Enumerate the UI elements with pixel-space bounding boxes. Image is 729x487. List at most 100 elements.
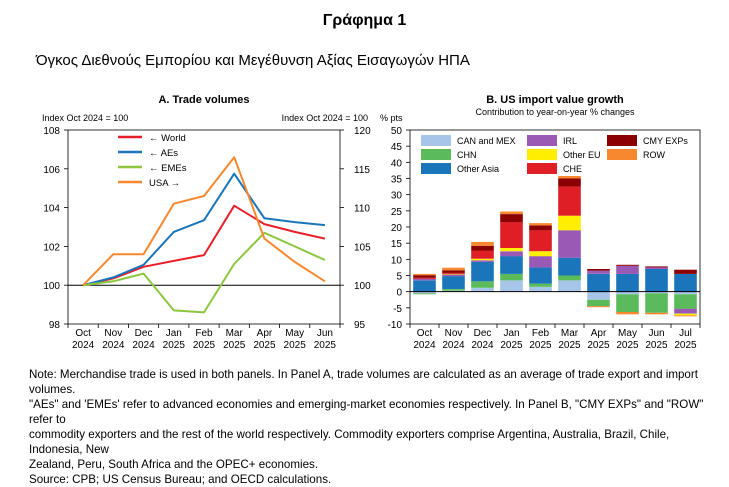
panel-b-bar-segment <box>674 313 697 316</box>
panel-b-x-tick-label: 2025 <box>645 340 668 351</box>
panel-b-bar-segment <box>500 248 523 252</box>
panel-b-bar-segment <box>558 215 581 231</box>
panel-b-y-tick-label: 35 <box>391 175 403 186</box>
panel-b-bar-segment <box>471 241 494 246</box>
panel-a-x-tick-label: Nov <box>104 328 122 339</box>
panel-b-bar-segment <box>558 257 581 276</box>
panel-b-bar-segment <box>529 251 552 257</box>
panel-a-x-tick-label: May <box>285 328 304 339</box>
panel-b-bar-segment <box>529 256 552 268</box>
panel-b-bar-segment <box>587 270 610 274</box>
panel-b-legend-label: CHN <box>457 150 477 160</box>
panel-b-legend-swatch <box>527 163 557 174</box>
panel-b-title: B. US import value growth <box>486 94 624 106</box>
panel-b-bar-segment <box>529 230 552 252</box>
panel-b-bar-segment <box>587 299 610 307</box>
panel-b-bar-segment <box>413 280 436 292</box>
panel-b-bar-segment <box>471 245 494 251</box>
panel-b-y-tick-label: 25 <box>391 207 403 218</box>
panel-b-bar-segment <box>616 273 639 292</box>
panel-b-bar-segment <box>413 293 436 295</box>
panel-a-x-tick-label: 2025 <box>284 340 307 351</box>
panel-b-y-tick-label: 0 <box>396 288 402 299</box>
panel-b-x-tick-label: 2025 <box>674 340 697 351</box>
panel-a-series-line <box>82 231 326 314</box>
panel-b-x-tick-label: Mar <box>561 328 579 339</box>
panel-b-x-tick-label: Dec <box>474 328 492 339</box>
panel-b-bar-segment <box>500 251 523 257</box>
panel-b-bar-segment <box>616 291 639 295</box>
panel-a-legend-label: USA → <box>149 178 180 189</box>
panel-b-bar-segment <box>558 178 581 187</box>
panel-b-bar-segment <box>500 211 523 215</box>
panel-a-x-tick-label: 2025 <box>223 340 246 351</box>
panel-b-bar-segment <box>500 256 523 274</box>
panel-a-x-tick-label: Dec <box>135 328 153 339</box>
note-line: Note: Merchandise trade is used in both … <box>29 368 698 396</box>
figure-title: Γράφημα 1 <box>322 12 407 29</box>
panel-b-x-tick-label: Feb <box>532 328 550 339</box>
panel-b-x-tick-label: 2024 <box>442 340 465 351</box>
panel-b-bar-segment <box>442 289 465 291</box>
panel-a-x-tick-label: 2025 <box>193 340 216 351</box>
note-line: "AEs" and 'EMEs' refer to advanced econo… <box>29 398 704 426</box>
panel-b-bar-segment <box>645 267 668 269</box>
panel-a-right-axis-label: Index Oct 2024 = 100 <box>282 113 368 123</box>
note-line: Zealand, Peru, South Africa and the OPEC… <box>29 458 319 471</box>
panel-b-bar-segment <box>674 291 697 295</box>
panel-a-left-tick-label: 98 <box>49 320 61 331</box>
panel-a-legend-label: ← EMEs <box>149 163 187 174</box>
panel-b-legend-label: ROW <box>643 150 666 160</box>
panel-b-y-tick-label: 5 <box>396 272 402 283</box>
panel-b-bar-segment <box>645 269 668 292</box>
panel-b-y-tick-label: 10 <box>391 255 403 266</box>
figure-subtitle: Όγκος Διεθνούς Εμπορίου και Μεγέθυνση Αξ… <box>36 52 470 69</box>
panel-a-x-tick-label: Apr <box>257 328 273 339</box>
panel-a-x-tick-label: Jan <box>166 328 182 339</box>
panel-b-bar-segment <box>529 267 552 284</box>
panel-b-bar-segment <box>616 264 639 266</box>
panel-b-y-tick-label: 30 <box>391 191 403 202</box>
panel-a-right-tick-label: 115 <box>354 165 370 176</box>
panel-b-bar-segment <box>442 276 465 289</box>
panel-a-left-tick-label: 108 <box>43 126 60 137</box>
panel-b-bar-segment <box>645 266 668 268</box>
panel-b-y-tick-label: 40 <box>391 158 403 169</box>
panel-b-legend-label: CMY EXPs <box>643 136 688 146</box>
panel-b-bar-segment <box>674 308 697 314</box>
panel-b-bar-segment <box>529 286 552 292</box>
panel-b-bar-segment <box>442 274 465 277</box>
panel-a-right-tick-label: 105 <box>354 242 371 253</box>
panel-b-bar-segment <box>471 260 494 262</box>
panel-b-legend-label: Other EU <box>563 150 601 160</box>
panel-b-bar-segment <box>529 225 552 231</box>
panel-b-subtitle: Contribution to year-on-year % changes <box>475 107 635 117</box>
panel-b-x-tick-label: 2025 <box>500 340 523 351</box>
panel-a-legend-label: ← AEs <box>149 148 178 159</box>
panel-b-legend-label: CHE <box>563 164 582 174</box>
panel-a-x-tick-label: Mar <box>226 328 244 339</box>
panel-b-bar-segment <box>616 265 639 274</box>
panel-b-bar-segment <box>674 273 697 292</box>
panel-a-right-tick-label: 100 <box>354 281 371 292</box>
panel-b-legend-swatch <box>607 149 637 160</box>
panel-b-bar-segment <box>558 230 581 258</box>
panel-b-bar-segment <box>674 269 697 274</box>
panel-b-y-tick-label: 50 <box>391 126 403 137</box>
panel-b-legend-swatch <box>421 135 451 146</box>
panel-b-bar-segment <box>587 273 610 292</box>
panel-a-x-tick-label: 2024 <box>132 340 155 351</box>
panel-b-bar-segment <box>471 261 494 282</box>
panel-a-x-tick-label: 2025 <box>163 340 186 351</box>
panel-b-bar-segment <box>500 273 523 281</box>
panel-b-x-tick-label: 2025 <box>616 340 639 351</box>
panel-b-bar-segment <box>442 272 465 274</box>
panel-a-series-line <box>82 172 325 287</box>
panel-b-x-tick-label: Jun <box>648 328 664 339</box>
panel-a-left-tick-label: 102 <box>43 242 60 253</box>
panel-a-x-tick-label: Feb <box>195 328 213 339</box>
panel-b-y-tick-label: 20 <box>391 223 403 234</box>
panel-b-bar-segment <box>500 280 523 292</box>
panel-b-legend-swatch <box>607 135 637 146</box>
panel-b-legend-label: IRL <box>563 136 577 146</box>
